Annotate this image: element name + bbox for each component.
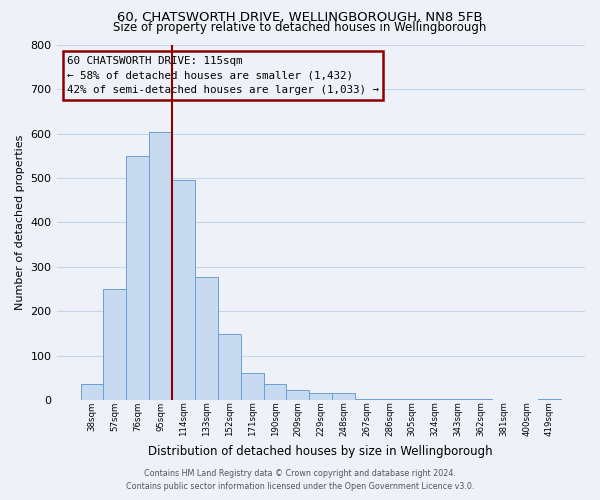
Bar [538, 398, 561, 400]
Bar [218, 334, 241, 400]
Bar [172, 180, 195, 400]
Bar [80, 384, 103, 400]
Bar [127, 156, 149, 400]
Bar [332, 393, 355, 400]
Bar [149, 132, 172, 400]
Text: Contains HM Land Registry data © Crown copyright and database right 2024.
Contai: Contains HM Land Registry data © Crown c… [126, 470, 474, 491]
Text: 60, CHATSWORTH DRIVE, WELLINGBOROUGH, NN8 5FB: 60, CHATSWORTH DRIVE, WELLINGBOROUGH, NN… [117, 11, 483, 24]
Bar [103, 289, 127, 400]
Bar [355, 398, 378, 400]
Bar [241, 374, 263, 400]
Text: 60 CHATSWORTH DRIVE: 115sqm
← 58% of detached houses are smaller (1,432)
42% of : 60 CHATSWORTH DRIVE: 115sqm ← 58% of det… [67, 56, 379, 95]
Bar [286, 390, 310, 400]
Bar [310, 393, 332, 400]
Bar [263, 384, 286, 400]
Bar [378, 399, 401, 400]
X-axis label: Distribution of detached houses by size in Wellingborough: Distribution of detached houses by size … [148, 444, 493, 458]
Bar [401, 399, 424, 400]
Bar [195, 276, 218, 400]
Y-axis label: Number of detached properties: Number of detached properties [15, 135, 25, 310]
Text: Size of property relative to detached houses in Wellingborough: Size of property relative to detached ho… [113, 21, 487, 34]
